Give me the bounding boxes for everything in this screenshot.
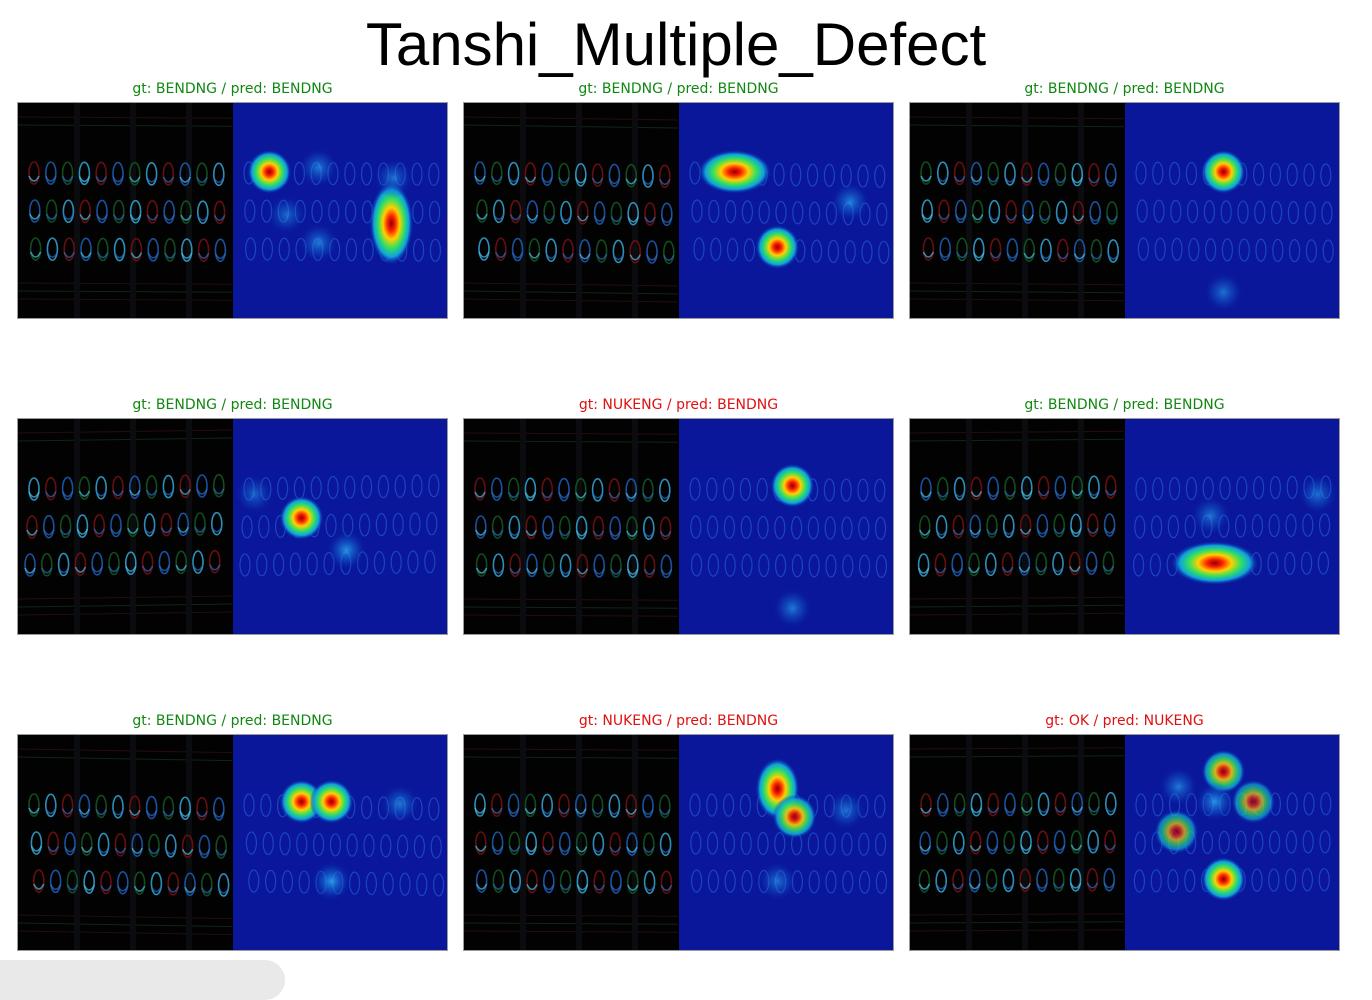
result-panel: gt: BENDNG / pred: BENDNG	[17, 713, 448, 951]
result-panel: gt: OK / pred: NUKENG	[909, 713, 1340, 951]
heatmap-hotspot	[697, 149, 772, 194]
heatmap-hotspot	[380, 784, 420, 824]
panel-caption: gt: OK / pred: NUKENG	[1045, 713, 1204, 729]
panel-caption: gt: NUKENG / pred: BENDNG	[578, 397, 779, 413]
panel-caption: gt: BENDNG / pred: BENDNG	[132, 81, 333, 97]
heatmap-hotspot	[1158, 766, 1199, 807]
image-pair	[463, 102, 894, 319]
heatmap-hotspot	[247, 149, 292, 194]
input-image	[18, 103, 232, 318]
heatmap-image	[233, 103, 447, 318]
input-image	[910, 735, 1124, 950]
heatmap-image	[679, 735, 893, 950]
input-image	[464, 419, 678, 634]
heatmap-hotspot	[311, 861, 352, 901]
heatmap-hotspot	[826, 790, 866, 831]
heatmap-image	[1125, 419, 1339, 634]
heatmap-hotspot	[772, 588, 813, 628]
result-panel: gt: BENDNG / pred: BENDNG	[909, 397, 1340, 635]
heatmap-hotspot	[1190, 495, 1231, 536]
heatmap-image	[233, 735, 447, 950]
image-pair	[463, 734, 894, 951]
heatmap-hotspot	[279, 495, 324, 540]
result-panel: gt: NUKENG / pred: BENDNG	[463, 397, 894, 635]
heatmap-hotspot	[373, 158, 414, 199]
image-pair	[463, 418, 894, 635]
panel-caption: gt: BENDNG / pred: BENDNG	[132, 713, 333, 729]
heatmap-hotspot	[770, 463, 815, 508]
result-panel: gt: BENDNG / pred: BENDNG	[17, 81, 448, 319]
heatmap-hotspot	[772, 794, 817, 839]
image-pair	[909, 102, 1340, 319]
panel-caption: gt: BENDNG / pred: BENDNG	[578, 81, 779, 97]
result-panel: gt: BENDNG / pred: BENDNG	[909, 81, 1340, 319]
heatmap-hotspot	[1195, 781, 1235, 822]
heatmap-image	[679, 419, 893, 634]
heatmap-hotspot	[757, 861, 798, 901]
heatmap-hotspot	[1201, 857, 1246, 902]
heatmap-hotspot	[1297, 474, 1338, 515]
heatmap-image	[1125, 735, 1339, 950]
image-pair	[909, 734, 1340, 951]
page-title: Tanshi_Multiple_Defect	[365, 11, 987, 78]
heatmap-hotspot	[234, 474, 275, 515]
heatmap-hotspot	[830, 182, 870, 222]
result-panel: gt: NUKENG / pred: BENDNG	[463, 713, 894, 951]
input-image	[464, 735, 678, 950]
heatmap-hotspot	[1203, 272, 1244, 312]
heatmap-hotspot	[298, 222, 339, 263]
image-pair	[17, 734, 448, 951]
heatmap-hotspot	[266, 195, 307, 235]
heatmap-hotspot	[309, 779, 354, 824]
heatmap-hotspot	[298, 147, 339, 188]
scrollbar-track[interactable]	[0, 960, 285, 1000]
image-pair	[909, 418, 1340, 635]
result-panel: gt: BENDNG / pred: BENDNG	[463, 81, 894, 319]
result-panel: gt: BENDNG / pred: BENDNG	[17, 397, 448, 635]
heatmap-image	[679, 103, 893, 318]
heatmap-hotspot	[369, 181, 414, 266]
panel-caption: gt: BENDNG / pred: BENDNG	[132, 397, 333, 413]
heatmap-image	[1125, 103, 1339, 318]
heatmap-hotspot	[1201, 149, 1246, 194]
heatmap-hotspot	[1231, 779, 1276, 824]
heatmap-hotspot	[1154, 809, 1199, 854]
input-image	[910, 419, 1124, 634]
image-pair	[17, 102, 448, 319]
panel-caption: gt: BENDNG / pred: BENDNG	[1024, 397, 1225, 413]
heatmap-hotspot	[1170, 541, 1259, 586]
input-image	[18, 419, 232, 634]
image-pair	[17, 418, 448, 635]
heatmap-hotspot	[326, 530, 367, 570]
input-image	[910, 103, 1124, 318]
heatmap-hotspot	[755, 225, 800, 270]
input-image	[464, 103, 678, 318]
panel-caption: gt: NUKENG / pred: BENDNG	[578, 713, 779, 729]
panel-caption: gt: BENDNG / pred: BENDNG	[1024, 81, 1225, 97]
input-image	[18, 735, 232, 950]
heatmap-image	[233, 419, 447, 634]
